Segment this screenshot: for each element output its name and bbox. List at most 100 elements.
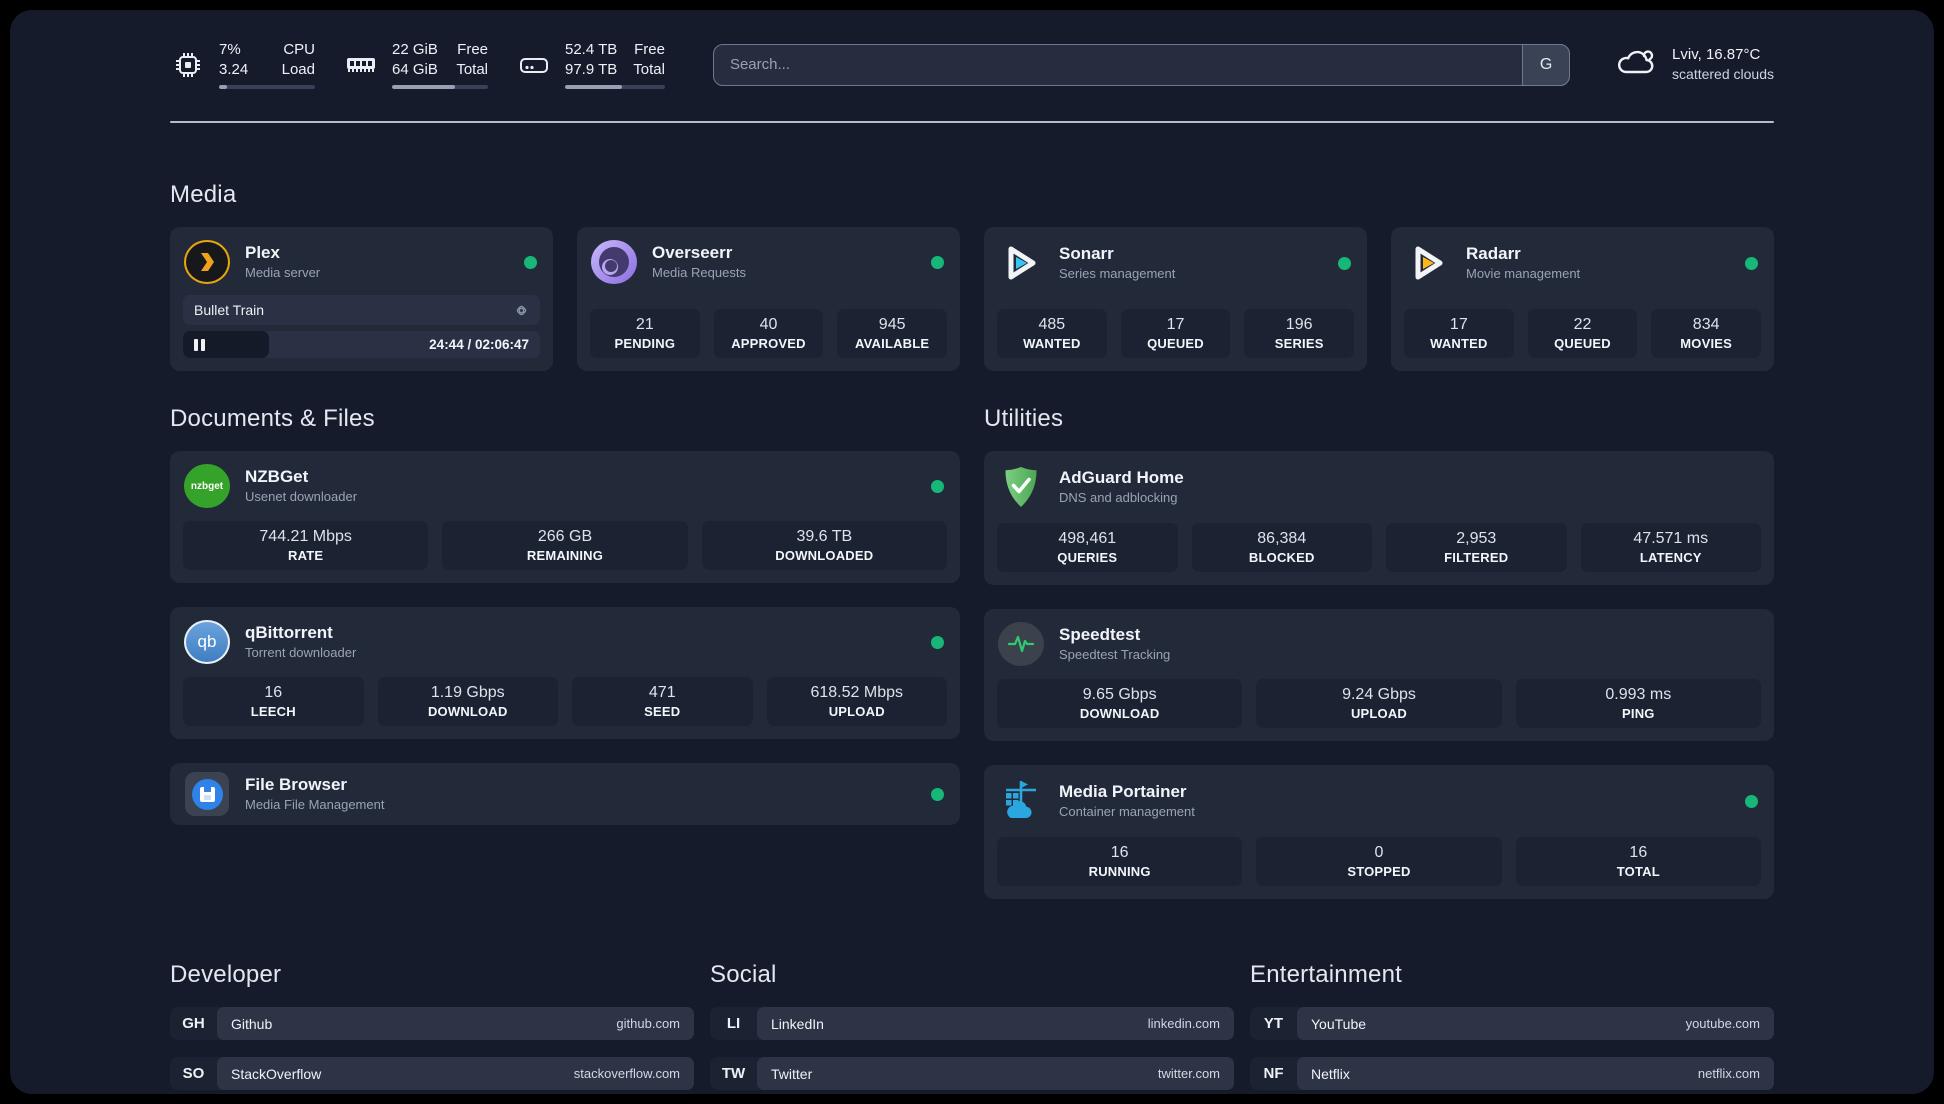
stat-tile: 86,384 BLOCKED (1191, 523, 1372, 572)
ram-stat: 22 GiB 64 GiB Free Total (343, 40, 488, 89)
app-subtitle: Media File Management (245, 796, 385, 812)
app-name: NZBGet (245, 467, 309, 487)
entertainment-links: Entertainment YT YouTube youtube.com NF … (1250, 961, 1774, 1094)
disk-progress-bar (565, 85, 665, 89)
section-title-entertainment: Entertainment (1250, 961, 1403, 988)
stat-tile: 266 GB REMAINING (442, 521, 688, 570)
cloud-icon (1614, 44, 1658, 85)
playback-progress-bar: 24:44 / 02:06:47 (183, 331, 540, 358)
link-youtube[interactable]: YT YouTube youtube.com (1250, 1007, 1774, 1040)
stat-tile: 47.571 ms LATENCY (1580, 523, 1761, 572)
radarr-card[interactable]: Radarr Movie management 17 WANTED 22 QUE… (1391, 227, 1774, 371)
playback-time: 24:44 / 02:06:47 (429, 337, 529, 352)
speedtest-icon (998, 622, 1044, 666)
sonarr-icon (998, 240, 1044, 286)
app-name: File Browser (245, 775, 348, 795)
link-netflix[interactable]: NF Netflix netflix.com (1250, 1057, 1774, 1090)
search-engine-button[interactable]: G (1522, 43, 1571, 86)
stat-tile: 17 QUEUED (1120, 309, 1231, 358)
header-divider (170, 121, 1774, 123)
stat-tile: 9.65 Gbps DOWNLOAD (997, 679, 1243, 728)
developer-links: Developer GH Github github.com SO StackO… (170, 961, 694, 1094)
pause-button[interactable] (194, 338, 205, 351)
app-subtitle: Series management (1059, 265, 1176, 281)
adguard-card[interactable]: AdGuard Home DNS and adblocking 498,461 … (984, 451, 1774, 585)
portainer-card[interactable]: Media Portainer Container management 16 … (984, 765, 1774, 899)
link-stackoverflow[interactable]: SO StackOverflow stackoverflow.com (170, 1057, 694, 1090)
nzbget-card[interactable]: nzbget NZBGet Usenet downloader 744.21 M… (170, 451, 960, 583)
overseerr-card[interactable]: Overseerr Media Requests 21 PENDING 40 A… (577, 227, 960, 371)
stat-tile: 945 AVAILABLE (837, 309, 947, 358)
cpu-stat: 7% 3.24 CPU Load (170, 40, 315, 89)
filebrowser-card[interactable]: File Browser Media File Management (170, 763, 960, 825)
radarr-icon (1405, 240, 1451, 286)
cpu-icon (170, 47, 206, 83)
weather-condition: scattered clouds (1672, 66, 1774, 83)
link-github[interactable]: GH Github github.com (170, 1007, 694, 1040)
stat-tile: 16 LEECH (183, 677, 364, 726)
stat-tile: 485 WANTED (997, 309, 1107, 358)
plex-icon (184, 240, 230, 284)
app-name: qBittorrent (245, 623, 333, 643)
plex-card[interactable]: Plex Media server Bullet Train (170, 227, 553, 371)
stat-tile: 0 STOPPED (1256, 837, 1502, 886)
ram-progress-bar (392, 85, 488, 89)
app-subtitle: Media server (245, 264, 321, 280)
plex-now-playing: Bullet Train (170, 295, 553, 371)
stat-tile: 9.24 Gbps UPLOAD (1256, 679, 1502, 728)
stat-tile: 22 QUEUED (1527, 309, 1638, 358)
app-name: Speedtest (1059, 625, 1141, 645)
link-badge: LI (726, 1015, 741, 1032)
status-dot (931, 635, 944, 649)
status-dot (931, 787, 944, 801)
ram-icon (343, 47, 379, 83)
disk-stat: 52.4 TB 97.9 TB Free Total (516, 40, 665, 89)
search-bar: G (712, 43, 1571, 86)
stat-tile: 16 TOTAL (1515, 837, 1761, 886)
link-linkedin[interactable]: LI LinkedIn linkedin.com (710, 1007, 1234, 1040)
now-playing-title: Bullet Train (194, 302, 265, 318)
link-badge: TW (721, 1065, 746, 1082)
qbittorrent-card[interactable]: qb qBittorrent Torrent downloader 16 (170, 607, 960, 739)
ram-labels: Free Total (456, 41, 488, 78)
stat-tile: 1.19 Gbps DOWNLOAD (377, 677, 558, 726)
sonarr-card[interactable]: Sonarr Series management 485 WANTED 17 Q… (984, 227, 1367, 371)
stat-tile: 16 RUNNING (997, 837, 1243, 886)
stat-tile: 498,461 QUERIES (997, 523, 1178, 572)
app-subtitle: Speedtest Tracking (1059, 646, 1171, 662)
topbar: 7% 3.24 CPU Load (170, 40, 1774, 89)
stat-tile: 40 APPROVED (713, 309, 824, 358)
stat-tile: 39.6 TB DOWNLOADED (701, 521, 947, 570)
link-name: LinkedIn (771, 1015, 824, 1032)
stat-tile: 0.993 ms PING (1515, 679, 1761, 728)
section-title-utilities: Utilities (984, 405, 1064, 432)
adguard-icon (998, 464, 1044, 510)
app-name: Sonarr (1059, 244, 1114, 264)
weather-location: Lviv, 16.87°C (1672, 45, 1761, 63)
dashboard: 7% 3.24 CPU Load (10, 10, 1934, 1094)
link-url: netflix.com (1697, 1066, 1760, 1081)
system-stats: 7% 3.24 CPU Load (170, 40, 665, 89)
app-subtitle: Usenet downloader (245, 488, 358, 504)
stat-tile: 2,953 FILTERED (1386, 523, 1567, 572)
link-name: StackOverflow (231, 1065, 322, 1082)
cpu-labels: CPU Load (281, 41, 315, 78)
app-name: Overseerr (652, 243, 733, 263)
utilities-column: Utilities (984, 405, 1774, 899)
app-name: AdGuard Home (1059, 468, 1184, 488)
speedtest-card[interactable]: Speedtest Speedtest Tracking 9.65 Gbps D… (984, 609, 1774, 741)
link-url: stackoverflow.com (573, 1066, 680, 1081)
app-subtitle: Media Requests (652, 264, 746, 280)
link-url: twitter.com (1157, 1066, 1220, 1081)
link-name: Netflix (1311, 1065, 1350, 1082)
gear-icon[interactable] (514, 303, 529, 318)
link-name: Github (231, 1015, 273, 1032)
link-twitter[interactable]: TW Twitter twitter.com (710, 1057, 1234, 1090)
app-subtitle: DNS and adblocking (1059, 489, 1178, 505)
link-name: Twitter (771, 1065, 813, 1082)
status-dot (524, 255, 537, 269)
weather-widget: Lviv, 16.87°C scattered clouds (1614, 44, 1774, 85)
search-input[interactable] (712, 43, 1571, 86)
disk-icon (516, 47, 552, 83)
stat-tile: 834 MOVIES (1651, 309, 1761, 358)
